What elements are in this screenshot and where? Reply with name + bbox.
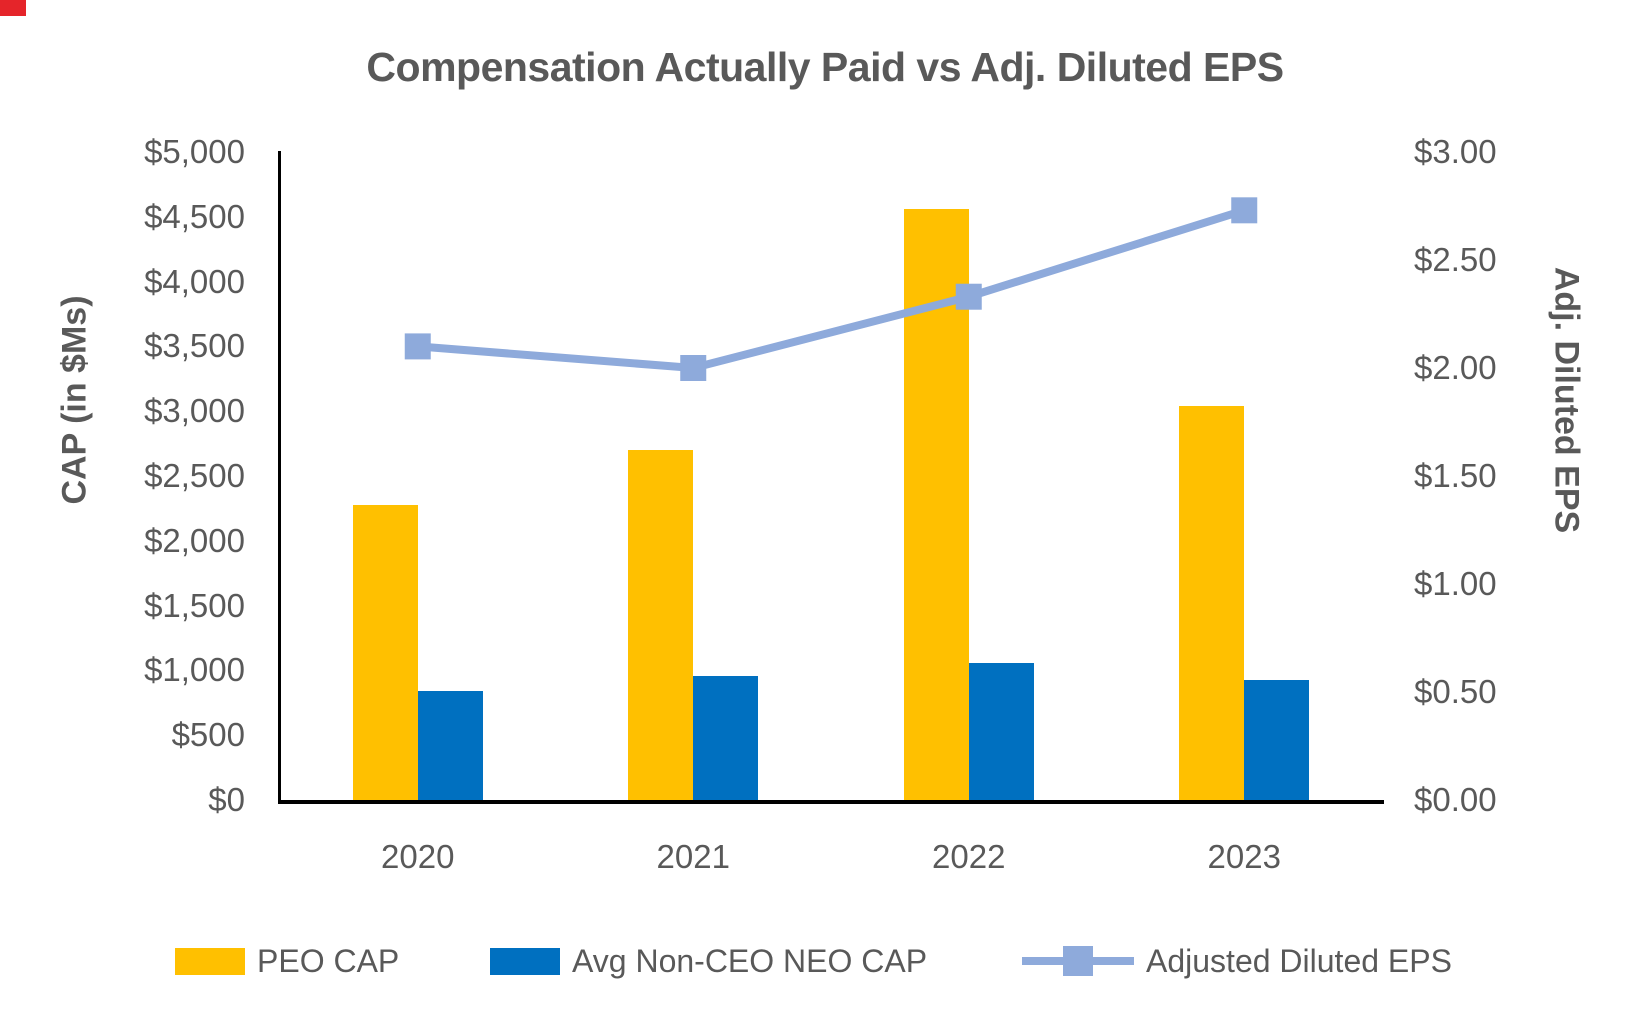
legend-line-marker-icon [1022, 946, 1134, 976]
eps-marker-2021 [680, 355, 707, 381]
x-axis-label-2022: 2022 [932, 838, 1006, 875]
x-axis-line [278, 800, 1384, 804]
y-axis-line [278, 151, 281, 804]
eps-marker-2022 [955, 283, 982, 310]
bar-peo-cap-2020 [352, 504, 418, 800]
x-axis-label-2020: 2020 [381, 838, 455, 875]
right-axis-tick-label: $2.50 [1414, 241, 1497, 278]
legend-label-peo-cap: PEO CAP [257, 943, 400, 979]
left-axis-tick-label: $4,500 [144, 197, 245, 235]
right-axis-tick-label: $2.00 [1414, 349, 1497, 386]
legend-item-avg-non-ceo-neo-cap: Avg Non-CEO NEO CAP [490, 941, 927, 981]
legend-label-adjusted-diluted-eps: Adjusted Diluted EPS [1146, 943, 1452, 979]
right-axis-tick-label: $0.50 [1414, 673, 1497, 710]
left-axis-tick-label: $0 [208, 781, 245, 818]
left-axis-tick-label: $5,000 [144, 133, 245, 170]
bar-peo-cap-2023 [1179, 406, 1245, 800]
legend-item-peo-cap: PEO CAP [175, 941, 399, 981]
eps-marker-2023 [1231, 197, 1258, 224]
legend-swatch-avg-non-ceo-neo-cap [490, 947, 560, 975]
left-axis-tick-label: $3,000 [144, 392, 245, 430]
right-axis-tick-label: $0.00 [1414, 781, 1497, 818]
bar-avg-non-ceo-neo-cap-2020 [417, 691, 483, 800]
bar-avg-non-ceo-neo-cap-2022 [968, 663, 1034, 800]
legend-item-adjusted-diluted-eps: Adjusted Diluted EPS [1022, 941, 1452, 981]
left-axis-tick-label: $500 [171, 716, 245, 754]
bar-avg-non-ceo-neo-cap-2023 [1244, 680, 1310, 800]
right-axis-tick-label: $1.50 [1414, 457, 1497, 494]
left-axis-tick-label: $2,000 [144, 521, 245, 559]
right-axis-tick-label: $1.00 [1414, 565, 1497, 602]
corner-red-mark [0, 0, 26, 16]
legend-swatch-peo-cap [175, 947, 245, 975]
eps-marker-2020 [404, 333, 431, 360]
x-axis-label-2021: 2021 [656, 838, 730, 875]
eps-line-chart [404, 197, 1258, 381]
x-axis-label-2023: 2023 [1207, 838, 1281, 875]
eps-line [417, 206, 1246, 373]
left-axis-tick-label: $2,500 [144, 457, 245, 494]
bar-peo-cap-2021 [628, 450, 694, 800]
chart-title: Compensation Actually Paid vs Adj. Dilut… [366, 44, 1284, 90]
left-axis-tick-label: $1,000 [144, 651, 245, 689]
legend-label-avg-non-ceo-neo-cap: Avg Non-CEO NEO CAP [572, 943, 928, 979]
left-axis-tick-label: $4,000 [144, 262, 245, 300]
left-axis-tick-label: $1,500 [144, 586, 245, 624]
right-axis-tick-label: $3.00 [1414, 133, 1497, 170]
left-axis-tick-label: $3,500 [144, 327, 245, 365]
bar-avg-non-ceo-neo-cap-2021 [693, 675, 759, 800]
